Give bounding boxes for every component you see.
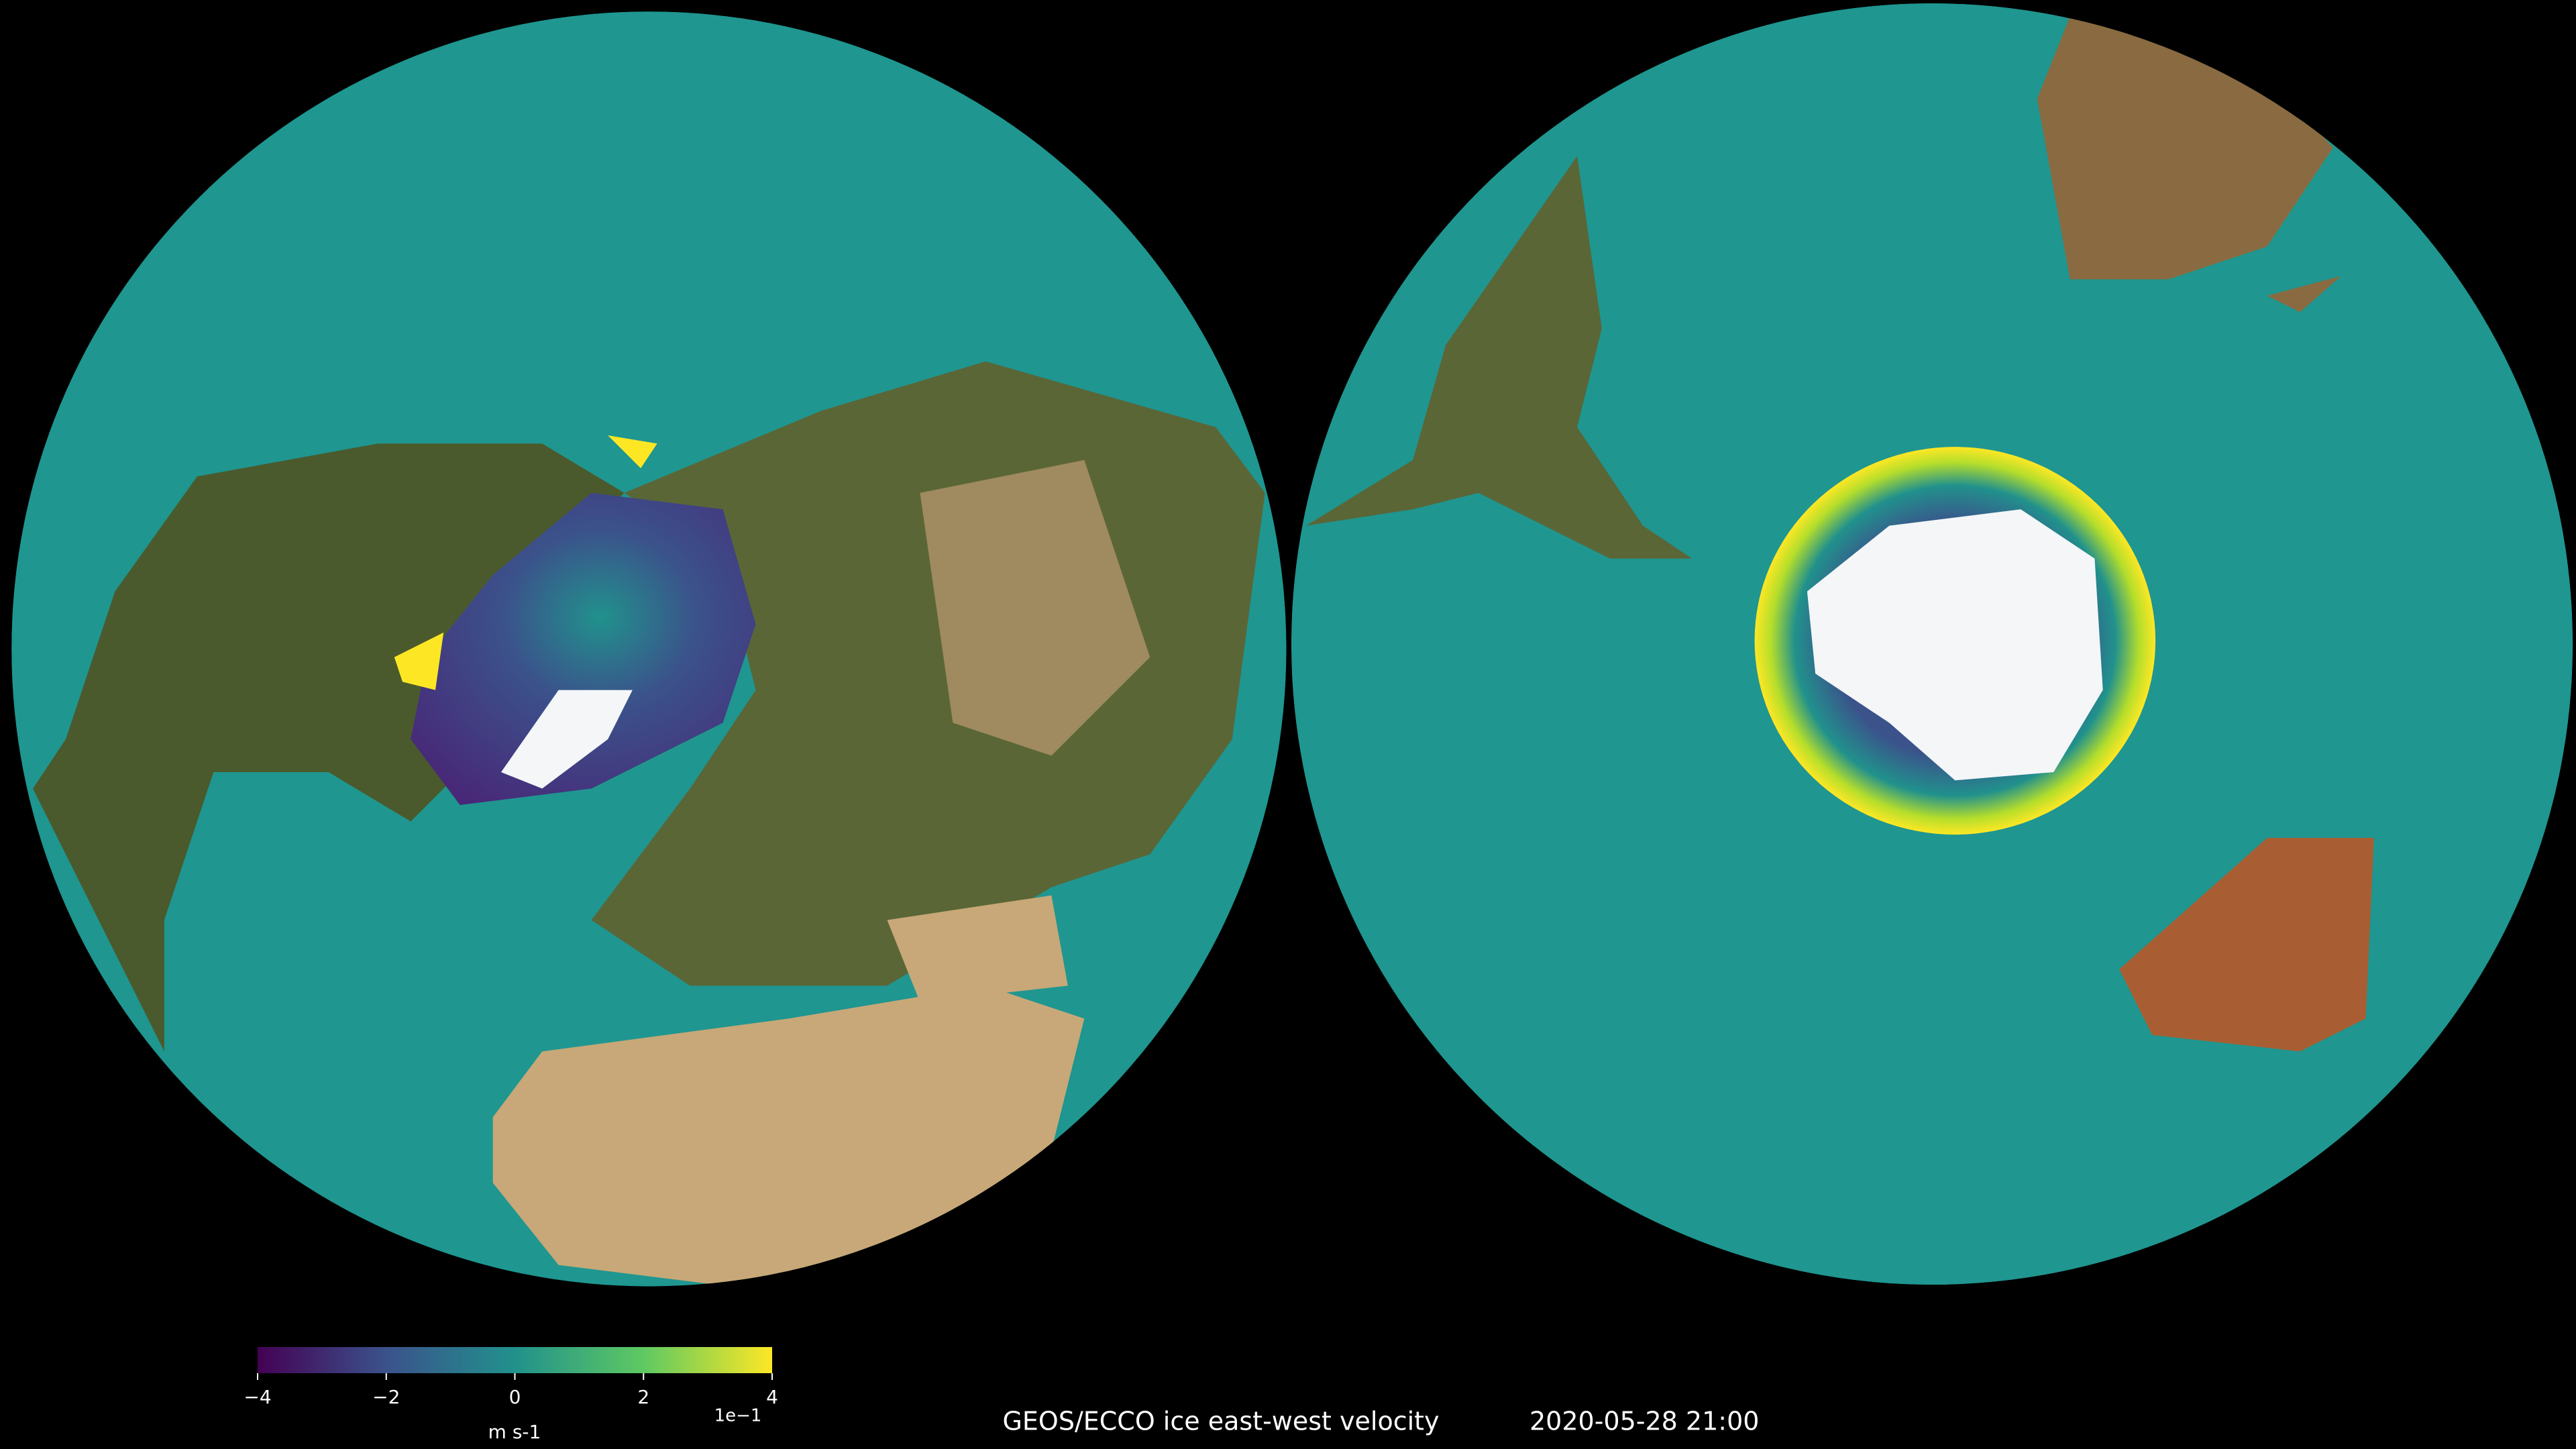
timestamp: 2020-05-28 21:00 xyxy=(1529,1407,1759,1436)
title: GEOS/ECCO ice east-west velocity xyxy=(1002,1407,1439,1436)
colorbar-tick-label: −2 xyxy=(372,1386,400,1408)
colorbar xyxy=(258,1347,772,1373)
colorbar-tick-label: 2 xyxy=(637,1386,649,1408)
colorbar-tick-label: −4 xyxy=(244,1386,271,1408)
colorbar-tick-label: 4 xyxy=(766,1386,778,1408)
south-hemisphere xyxy=(1291,3,2573,1285)
colorbar-tick-label: 0 xyxy=(509,1386,521,1408)
colorbar-units: m s-1 xyxy=(488,1421,541,1443)
north-hemisphere xyxy=(11,11,1287,1287)
colorbar-scale: 1e−1 xyxy=(714,1406,762,1426)
